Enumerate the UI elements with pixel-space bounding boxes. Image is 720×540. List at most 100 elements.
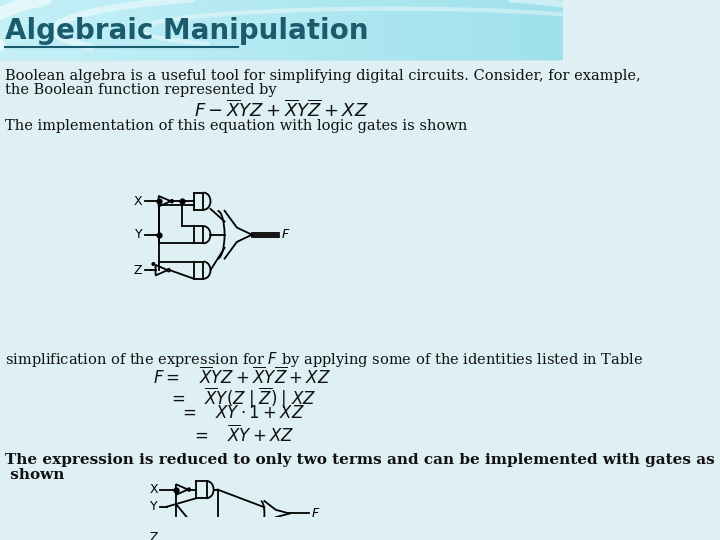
Bar <box>321 0 327 59</box>
Bar <box>366 0 372 59</box>
Bar <box>416 0 423 59</box>
Bar <box>34 0 40 59</box>
Bar <box>146 0 153 59</box>
Bar <box>507 0 513 59</box>
Text: $= \quad\overline{X}Y(Z \; | \; \overline{Z}) \; | \; XZ$: $= \quad\overline{X}Y(Z \; | \; \overlin… <box>168 386 316 411</box>
Text: Y: Y <box>135 228 143 241</box>
Bar <box>124 0 130 59</box>
Bar <box>394 0 400 59</box>
Bar <box>372 0 378 59</box>
Bar <box>22 0 29 59</box>
Bar <box>180 0 186 59</box>
Bar <box>462 0 468 59</box>
Bar <box>428 0 434 59</box>
Text: F: F <box>311 507 318 520</box>
Bar <box>130 0 136 59</box>
Text: simplification of the expression for $F$ by applying some of the identities list: simplification of the expression for $F$… <box>6 350 644 369</box>
Text: Z: Z <box>150 531 158 540</box>
Bar <box>490 0 496 59</box>
Bar <box>484 0 490 59</box>
Bar <box>208 0 215 59</box>
Text: Algebraic Manipulation: Algebraic Manipulation <box>6 17 369 45</box>
Bar <box>282 0 288 59</box>
Text: The implementation of this equation with logic gates is shown: The implementation of this equation with… <box>6 119 468 133</box>
Bar <box>186 0 192 59</box>
Bar <box>102 0 108 59</box>
Bar <box>433 0 440 59</box>
Bar <box>6 0 12 59</box>
Bar <box>40 0 46 59</box>
Bar <box>242 0 248 59</box>
Bar <box>169 0 175 59</box>
Bar <box>349 0 356 59</box>
Bar <box>73 0 80 59</box>
Bar <box>112 0 119 59</box>
Text: Z: Z <box>134 264 143 276</box>
Bar <box>56 0 63 59</box>
Bar <box>248 0 254 59</box>
Bar <box>332 0 338 59</box>
Bar <box>292 0 299 59</box>
Bar <box>501 0 508 59</box>
Bar <box>535 0 541 59</box>
Bar <box>473 0 480 59</box>
Bar <box>0 0 563 59</box>
Text: $= \quad\overline{X}Y + XZ$: $= \quad\overline{X}Y + XZ$ <box>191 424 294 445</box>
Bar <box>354 0 361 59</box>
Bar <box>467 0 474 59</box>
Bar <box>377 0 384 59</box>
Bar <box>422 0 428 59</box>
Text: the Boolean function represented by: the Boolean function represented by <box>6 83 277 97</box>
Bar <box>202 0 209 59</box>
Bar <box>68 0 74 59</box>
Bar <box>96 0 102 59</box>
Bar <box>230 0 237 59</box>
Bar <box>523 0 530 59</box>
Bar <box>298 0 305 59</box>
Bar <box>264 0 271 59</box>
Bar <box>140 0 147 59</box>
Bar <box>259 0 265 59</box>
Bar <box>12 0 18 59</box>
Bar <box>163 0 170 59</box>
Bar <box>45 0 51 59</box>
Bar <box>400 0 406 59</box>
Bar <box>118 0 125 59</box>
Bar <box>28 0 35 59</box>
Bar <box>158 0 164 59</box>
Bar <box>315 0 322 59</box>
Bar <box>174 0 181 59</box>
Bar <box>287 0 294 59</box>
Bar <box>495 0 502 59</box>
Bar <box>310 0 316 59</box>
Text: Boolean algebra is a useful tool for simplifying digital circuits. Consider, for: Boolean algebra is a useful tool for sim… <box>6 69 642 83</box>
Bar <box>276 0 282 59</box>
Bar <box>450 0 456 59</box>
Bar <box>152 0 158 59</box>
Bar <box>557 0 564 59</box>
Bar <box>253 0 260 59</box>
Text: $F - \overline{X}YZ + \overline{X}Y\overline{Z} + XZ$: $F - \overline{X}YZ + \overline{X}Y\over… <box>194 100 369 121</box>
Bar <box>338 0 344 59</box>
Bar <box>529 0 536 59</box>
Bar <box>478 0 485 59</box>
Bar <box>326 0 333 59</box>
Bar <box>62 0 68 59</box>
Bar <box>405 0 412 59</box>
Bar <box>445 0 451 59</box>
Bar <box>360 0 366 59</box>
Bar <box>78 0 85 59</box>
Bar <box>0 0 6 59</box>
Bar <box>456 0 462 59</box>
Text: X: X <box>134 195 143 208</box>
Text: Y: Y <box>150 500 158 514</box>
Text: X: X <box>149 483 158 496</box>
Text: The expression is reduced to only two terms and can be implemented with gates as: The expression is reduced to only two te… <box>6 453 715 467</box>
Text: $F = \quad\overline{X}YZ + \overline{X}Y\overline{Z} + XZ$: $F = \quad\overline{X}YZ + \overline{X}Y… <box>153 367 331 388</box>
Bar <box>411 0 418 59</box>
Text: $= \quad XY \cdot 1 + XZ$: $= \quad XY \cdot 1 + XZ$ <box>179 405 305 422</box>
Bar <box>17 0 23 59</box>
Bar <box>439 0 446 59</box>
Bar <box>552 0 558 59</box>
Text: shown: shown <box>6 469 65 482</box>
